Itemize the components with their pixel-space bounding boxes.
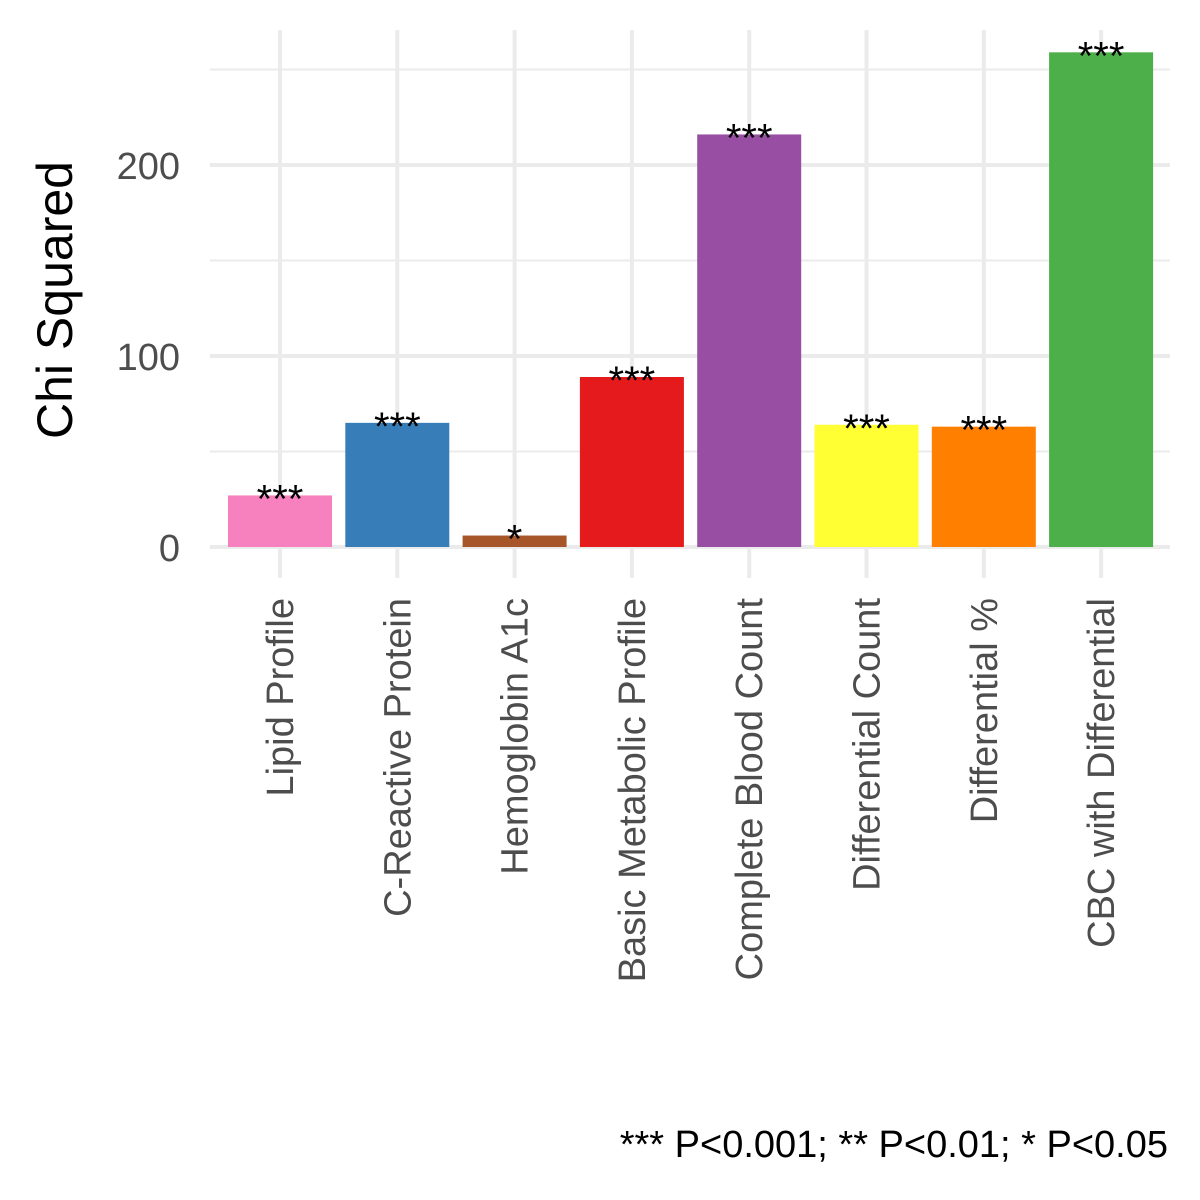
y-tick-label: 0 [159, 528, 180, 570]
significance-label: * [507, 518, 523, 562]
bar [462, 535, 567, 547]
y-axis-label: Chi Squared [27, 161, 83, 439]
y-tick-label: 100 [117, 337, 180, 379]
bar [931, 426, 1036, 547]
bar [814, 424, 919, 547]
x-tick-label: CBC with Differential [1081, 598, 1123, 948]
significance-label: *** [257, 477, 304, 521]
x-tick-label: Basic Metabolic Profile [612, 598, 654, 982]
bar [1049, 52, 1154, 548]
x-tick-label: Differential % [964, 598, 1006, 823]
x-tick-label: Complete Blood Count [729, 598, 771, 981]
x-axis-ticks: Lipid Profile C-Reactive Protein Hemoglobi… [260, 598, 1123, 983]
x-tick-label: Lipid Profile [260, 598, 302, 797]
significance-label: *** [843, 407, 890, 451]
y-tick-label: 200 [117, 146, 180, 188]
significance-label: *** [960, 409, 1007, 453]
significance-label: *** [374, 405, 421, 449]
minor-gridlines [210, 68, 1170, 453]
x-tick-label: Differential Count [847, 598, 889, 891]
y-axis-ticks: 0 100 200 [117, 146, 180, 570]
bars [228, 52, 1154, 548]
significance-label: *** [726, 116, 773, 160]
bar [697, 134, 802, 547]
bar [228, 495, 332, 547]
x-tick-label: C-Reactive Protein [377, 598, 419, 917]
significance-labels: **************** ****** [257, 34, 1125, 561]
bar [579, 377, 684, 547]
bar [345, 422, 450, 547]
significance-label: *** [609, 359, 656, 403]
x-tick-label: Hemoglobin A1c [495, 598, 537, 875]
significance-label: *** [1078, 34, 1125, 78]
caption: *** P<0.001; ** P<0.01; * P<0.05 [620, 1124, 1168, 1166]
